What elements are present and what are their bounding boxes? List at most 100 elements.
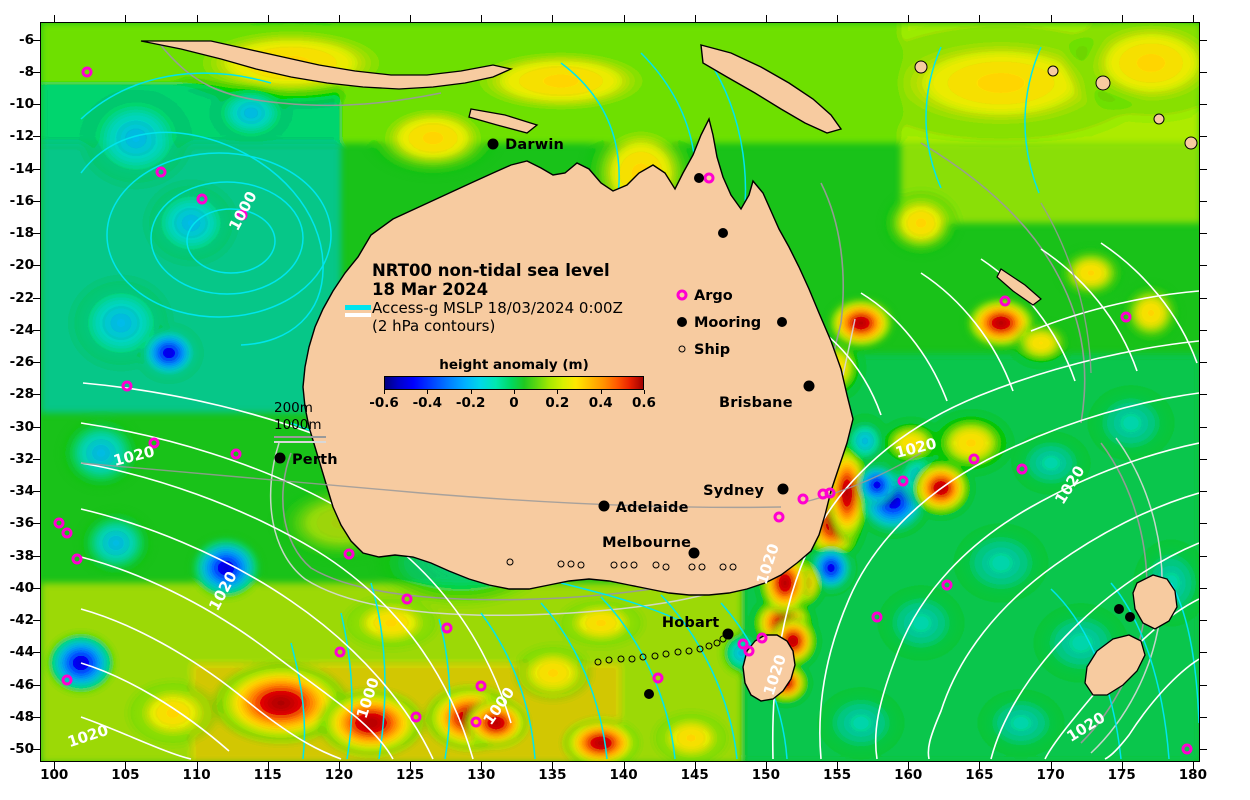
ship-observation-marker[interactable]: [696, 645, 704, 653]
x-tick: [267, 762, 269, 769]
colorbar-tick: [600, 390, 602, 394]
colorbar-tick-label: -0.2: [455, 395, 486, 411]
ship-observation-marker[interactable]: [506, 558, 514, 566]
argo-float-marker[interactable]: [743, 645, 755, 657]
ship-observation-marker[interactable]: [628, 655, 636, 663]
mooring-marker[interactable]: [644, 689, 655, 700]
ship-observation-marker[interactable]: [630, 561, 638, 569]
argo-float-marker[interactable]: [897, 475, 909, 487]
argo-float-marker[interactable]: [81, 66, 93, 78]
depth-key-line-200m: [274, 436, 326, 438]
x-tick-label: 150: [751, 767, 780, 783]
depth-label-200m: 200m: [274, 400, 313, 416]
argo-float-marker[interactable]: [1016, 463, 1028, 475]
ship-observation-marker[interactable]: [577, 561, 585, 569]
argo-float-marker[interactable]: [941, 579, 953, 591]
legend-label-mooring: Mooring: [694, 315, 762, 331]
ship-observation-marker[interactable]: [729, 563, 737, 571]
ship-observation-marker[interactable]: [685, 647, 693, 655]
x-tick-top: [410, 15, 412, 22]
argo-float-marker[interactable]: [756, 632, 768, 644]
y-tick-right: [1200, 684, 1207, 686]
argo-float-marker[interactable]: [401, 593, 413, 605]
argo-float-marker[interactable]: [230, 448, 242, 460]
argo-float-marker[interactable]: [334, 646, 346, 658]
argo-float-marker[interactable]: [343, 548, 355, 560]
ship-observation-marker[interactable]: [662, 650, 670, 658]
argo-float-marker[interactable]: [1120, 311, 1132, 323]
map-plot-area[interactable]: [40, 22, 1200, 762]
city-dot-hobart[interactable]: [722, 628, 734, 640]
y-tick: [33, 136, 40, 138]
city-dot-adelaide[interactable]: [598, 500, 610, 512]
city-dot-melbourne[interactable]: [688, 547, 700, 559]
y-tick: [33, 458, 40, 460]
argo-float-marker[interactable]: [737, 638, 749, 650]
argo-float-marker[interactable]: [121, 380, 133, 392]
y-tick: [33, 104, 40, 106]
ship-observation-marker[interactable]: [719, 563, 727, 571]
argo-float-marker[interactable]: [475, 680, 487, 692]
mooring-marker[interactable]: [718, 228, 729, 239]
title-line-2: 18 Mar 2024: [372, 279, 489, 299]
argo-icon: [676, 289, 688, 301]
city-dot-perth[interactable]: [274, 452, 286, 464]
ship-observation-marker[interactable]: [698, 563, 706, 571]
ship-observation-marker[interactable]: [610, 561, 618, 569]
ship-observation-marker[interactable]: [605, 656, 613, 664]
x-tick-top: [1050, 15, 1052, 22]
argo-float-marker[interactable]: [797, 493, 809, 505]
ship-observation-marker[interactable]: [652, 561, 660, 569]
argo-float-marker[interactable]: [410, 711, 422, 723]
colorbar-tick-label: -0.4: [412, 395, 443, 411]
argo-float-marker[interactable]: [470, 716, 482, 728]
y-tick: [33, 426, 40, 428]
ship-observation-marker[interactable]: [674, 648, 682, 656]
mooring-marker[interactable]: [1113, 603, 1124, 614]
argo-float-marker[interactable]: [773, 511, 785, 523]
argo-float-marker[interactable]: [999, 295, 1011, 307]
ship-observation-marker[interactable]: [639, 653, 647, 661]
y-tick-right: [1200, 458, 1207, 460]
mooring-marker[interactable]: [1125, 611, 1136, 622]
argo-float-marker[interactable]: [652, 672, 664, 684]
y-tick: [33, 71, 40, 73]
mslp-contours-high: [80, 242, 1199, 760]
argo-float-marker[interactable]: [968, 453, 980, 465]
city-dot-sydney[interactable]: [777, 483, 789, 495]
ship-observation-marker[interactable]: [620, 561, 628, 569]
argo-float-marker[interactable]: [824, 487, 836, 499]
argo-float-marker[interactable]: [236, 209, 248, 221]
x-tick-label: 110: [182, 767, 211, 783]
ship-observation-marker[interactable]: [557, 560, 565, 568]
ship-observation-marker[interactable]: [617, 655, 625, 663]
x-tick-top: [837, 15, 839, 22]
ship-observation-marker[interactable]: [651, 652, 659, 660]
mooring-marker[interactable]: [693, 173, 704, 184]
argo-float-marker[interactable]: [61, 674, 73, 686]
ship-observation-marker[interactable]: [713, 639, 721, 647]
ship-observation-marker[interactable]: [688, 563, 696, 571]
city-dot-darwin[interactable]: [487, 138, 499, 150]
argo-float-marker[interactable]: [53, 517, 64, 529]
argo-float-marker[interactable]: [196, 193, 208, 205]
ship-observation-marker[interactable]: [594, 658, 602, 666]
argo-float-marker[interactable]: [148, 437, 160, 449]
ship-observation-marker[interactable]: [662, 563, 670, 571]
x-tick: [765, 762, 767, 769]
ship-observation-marker[interactable]: [567, 560, 575, 568]
argo-float-marker[interactable]: [703, 172, 715, 184]
argo-float-marker[interactable]: [61, 527, 73, 539]
argo-float-marker[interactable]: [71, 553, 83, 565]
argo-float-marker[interactable]: [155, 166, 167, 178]
ship-observation-marker[interactable]: [705, 642, 713, 650]
argo-float-marker[interactable]: [1181, 743, 1193, 755]
argo-float-marker[interactable]: [871, 611, 883, 623]
argo-float-marker[interactable]: [441, 622, 453, 634]
city-dot-brisbane[interactable]: [803, 380, 815, 392]
mooring-marker[interactable]: [776, 316, 787, 327]
colorbar-tick-label: 0.6: [632, 395, 656, 411]
x-tick-top: [125, 15, 127, 22]
y-tick: [33, 265, 40, 267]
x-tick-label: 130: [467, 767, 496, 783]
